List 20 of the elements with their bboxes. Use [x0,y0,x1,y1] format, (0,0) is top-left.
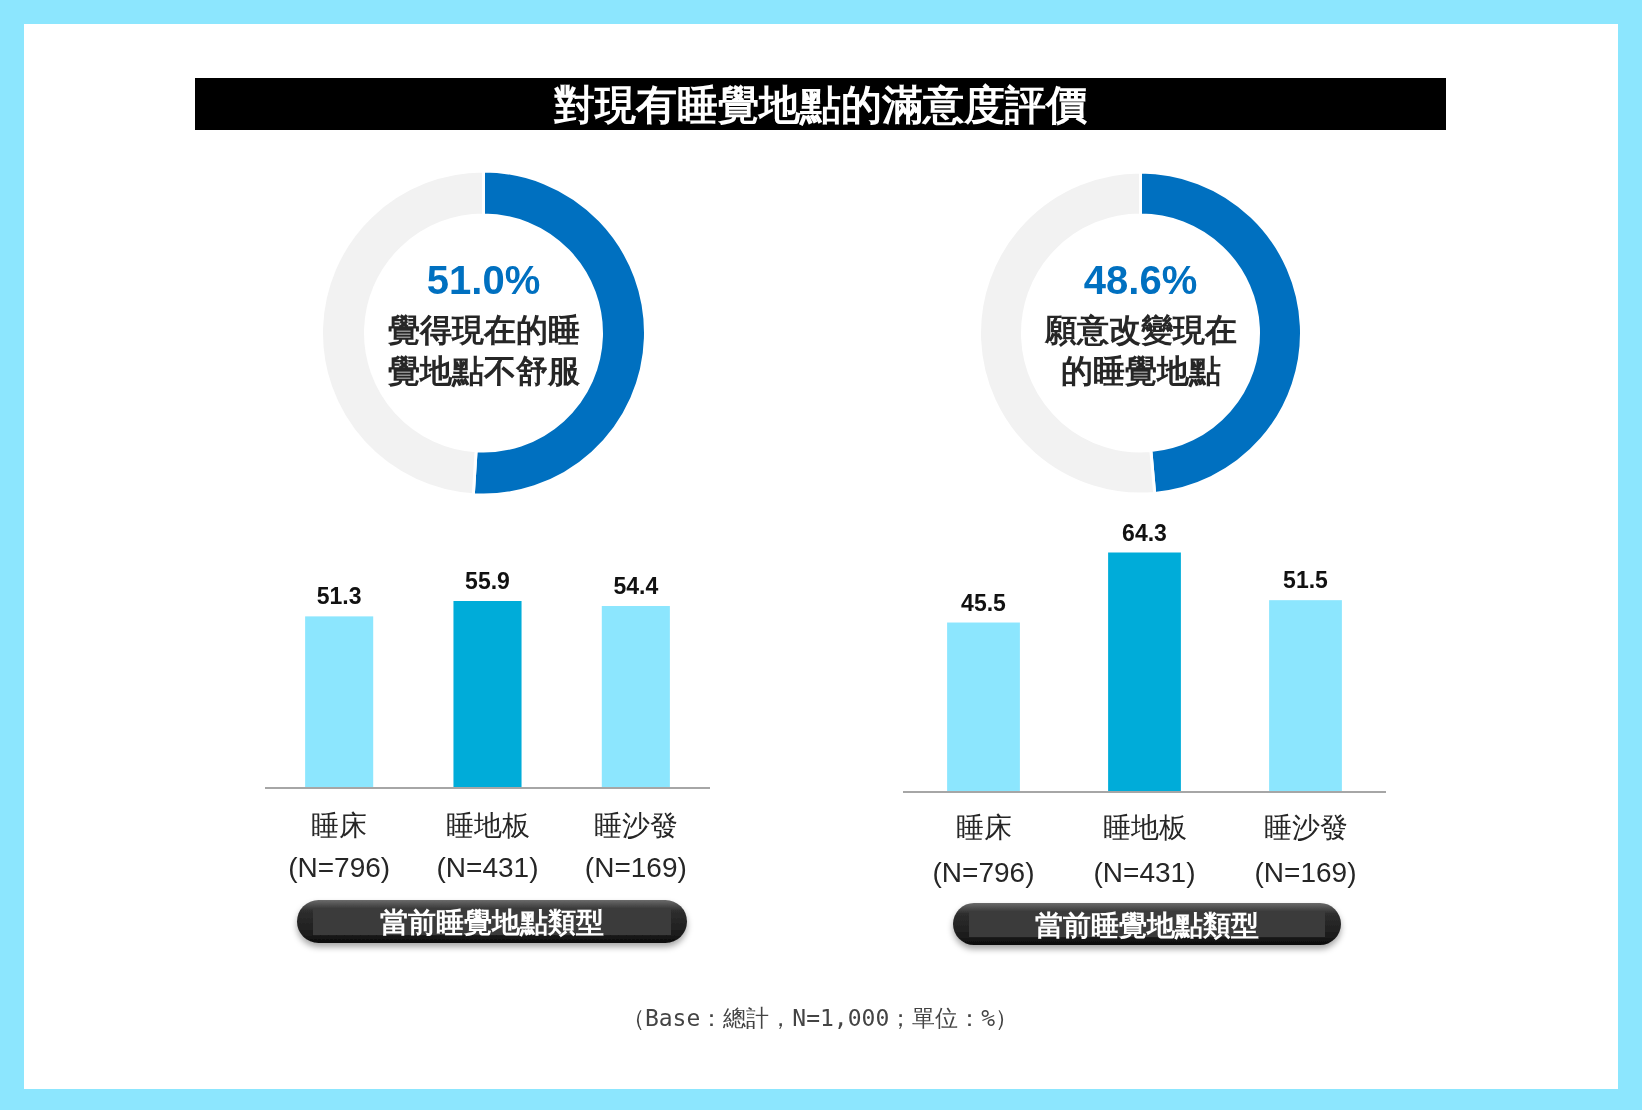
data-label: 51.3 [316,583,362,610]
data-label: 64.3 [1122,519,1167,546]
x-tick-label: 睡床 (N=796) [288,809,391,883]
data-label: 55.9 [465,568,510,594]
slice-label: 覺得現在的睡覺地點不舒服 [386,312,581,389]
x-tick-label: 睡沙發 (N=169) [1254,811,1357,888]
data-label: 51.5 [1283,567,1329,594]
x-axis-title: 當前睡覺地點類型 [1035,909,1259,941]
data-label: 48.6% [1083,258,1198,302]
text: （Base：總計，N=1,000；單位：%） [621,1005,1019,1031]
x-axis-title: 當前睡覺地點類型 [380,907,604,938]
data-label: 51.0% [426,258,541,302]
x-tick-label: 睡地板 (N=431) [1093,811,1196,888]
x-tick-label: 睡床 (N=796) [932,811,1035,888]
text: 對現有睡覺地點的滿意度評價 [553,82,1087,128]
data-label: 45.5 [961,589,1007,616]
x-tick-label: 睡沙發 (N=169) [584,809,687,883]
slice-label: 願意改變現在的睡覺地點 [1043,312,1237,389]
x-tick-label: 睡地板 (N=431) [436,809,539,883]
data-label: 54.4 [613,573,659,600]
